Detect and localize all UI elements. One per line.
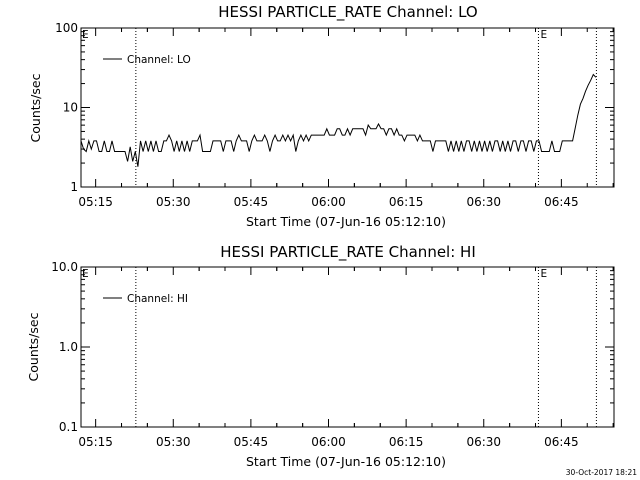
event-marker-label-lo: E [540,29,547,41]
panel-hi: HESSI PARTICLE_RATE Channel: HI Counts/s… [26,243,615,469]
x-tick-label-lo: 06:15 [389,195,424,209]
x-tick-label-lo: 05:45 [234,195,269,209]
y-axis-label-lo: Counts/sec [28,73,43,142]
y-tick-label-hi: 10.0 [51,260,78,274]
y-tick-label-hi: 1.0 [59,340,78,354]
x-tick-label-hi: 05:45 [234,435,269,449]
x-tick-label-lo: 05:15 [78,195,113,209]
x-axis-label-lo: Start Time (07-Jun-16 05:12:10) [246,214,446,229]
x-tick-label-lo: 05:30 [156,195,191,209]
edge-label-left-hi: E [82,268,89,280]
x-tick-label-hi: 06:45 [544,435,579,449]
series-line-lo [80,73,597,167]
x-tick-label-hi: 05:15 [78,435,113,449]
x-tick-label-lo: 06:00 [311,195,346,209]
legend-label-lo: Channel: LO [127,54,191,66]
y-tick-label-lo: 100 [55,21,78,35]
x-tick-label-lo: 06:30 [466,195,501,209]
x-tick-label-lo: 06:45 [544,195,579,209]
y-tick-label-lo: 10 [63,101,78,115]
x-tick-label-hi: 06:00 [311,435,346,449]
chart-title-hi: HESSI PARTICLE_RATE Channel: HI [220,243,476,262]
x-tick-label-hi: 06:30 [466,435,501,449]
y-tick-label-hi: 0.1 [59,420,78,434]
edge-label-left-lo: E [82,29,89,41]
y-axis-label-hi: Counts/sec [26,312,41,381]
x-tick-label-hi: 05:30 [156,435,191,449]
footer-timestamp: 30-Oct-2017 18:21 [566,468,637,477]
chart-title-lo: HESSI PARTICLE_RATE Channel: LO [218,3,477,22]
x-tick-label-hi: 06:15 [389,435,424,449]
event-marker-label-hi: E [540,268,547,280]
plot-frame-hi [80,266,615,428]
y-tick-label-lo: 1 [70,180,78,194]
plot-frame-lo [80,27,615,188]
panel-lo: HESSI PARTICLE_RATE Channel: LO Counts/s… [28,3,615,229]
x-axis-label-hi: Start Time (07-Jun-16 05:12:10) [246,454,446,469]
legend-label-hi: Channel: HI [127,293,188,305]
